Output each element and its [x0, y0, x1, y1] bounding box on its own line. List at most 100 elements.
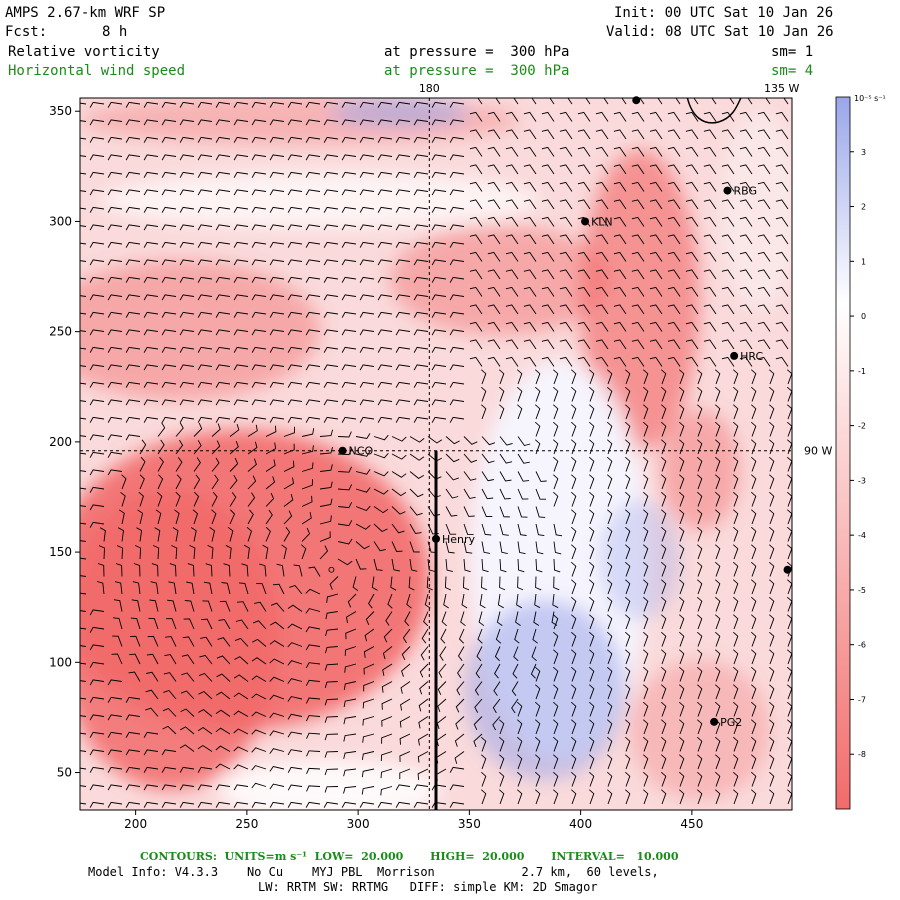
wind-barb [765, 98, 771, 105]
wind-barb [215, 241, 231, 248]
wind-barb [613, 216, 627, 227]
wind-barb [607, 561, 613, 577]
wind-barb [697, 719, 703, 735]
wind-barb [571, 474, 577, 490]
wind-barb [577, 111, 591, 122]
wind-barb [377, 346, 393, 353]
wind-barb [693, 98, 699, 105]
wind-barb [161, 154, 177, 161]
wind-barb [549, 98, 555, 105]
wind-barb [449, 381, 465, 388]
wind-barb [679, 474, 685, 490]
wind-barb [233, 206, 249, 213]
wind-barb [107, 784, 123, 791]
wind-barb [661, 789, 667, 805]
wind-barb [179, 399, 195, 406]
wind-barb [667, 286, 681, 297]
wind-barb [559, 251, 573, 262]
wind-barb [553, 456, 559, 472]
wind-barb [413, 171, 429, 178]
wind-barb [197, 381, 213, 388]
wind-barb [89, 801, 105, 808]
wind-barb [775, 146, 789, 157]
wind-barb [131, 599, 141, 612]
wind-barb [679, 649, 685, 665]
wind-barb [251, 747, 267, 753]
wind-barb [164, 654, 177, 665]
wind-barb [254, 601, 267, 612]
wind-barb [251, 765, 267, 771]
wind-barb [107, 101, 123, 108]
wind-barb [323, 206, 339, 213]
wind-barb [215, 784, 231, 791]
wind-barb [377, 329, 393, 336]
wind-barb [183, 618, 195, 630]
wind-barb [607, 684, 613, 700]
wind-barb [413, 224, 429, 231]
wind-barb [679, 614, 685, 630]
wind-barb [323, 241, 339, 248]
wind-barb [625, 509, 631, 525]
wind-barb [535, 386, 541, 402]
wind-barb [161, 136, 177, 143]
wind-barb [143, 224, 159, 231]
wind-barb [431, 399, 447, 406]
wind-barb [715, 631, 721, 647]
wind-barb [215, 259, 231, 266]
wind-barb [571, 421, 577, 437]
wind-barb [377, 311, 393, 318]
wind-barb [595, 181, 609, 192]
wind-barb [391, 436, 407, 442]
wind-barb [775, 181, 789, 192]
wind-barb [305, 119, 321, 126]
wind-barb [697, 544, 703, 560]
wind-barb [305, 715, 321, 722]
wind-barb [305, 154, 321, 161]
wind-barb [143, 119, 159, 126]
vorticity-blob [465, 600, 625, 780]
wind-barb [89, 294, 105, 301]
wind-barb [643, 614, 649, 630]
wind-barb [505, 286, 519, 297]
wind-barb [324, 751, 339, 758]
wind-barb [233, 710, 249, 717]
wind-barb [487, 111, 501, 122]
wind-barb [437, 681, 447, 695]
wind-barb [341, 171, 357, 178]
field2-name: Horizontal wind speed [8, 63, 186, 79]
wind-barb [517, 404, 523, 420]
wind-barb [381, 733, 393, 744]
wind-barb [145, 689, 159, 700]
wind-barb [377, 259, 393, 266]
wind-barb [431, 259, 447, 266]
wind-barb [535, 736, 541, 752]
wind-barb [589, 474, 595, 490]
wind-barb [445, 488, 459, 499]
wind-barb [364, 628, 375, 642]
wind-barb [125, 101, 141, 108]
wind-barb [80, 225, 87, 227]
wind-barb [265, 425, 277, 437]
wind-barb [107, 206, 123, 213]
wind-barb [421, 628, 429, 644]
wind-barb [125, 801, 141, 808]
wind-barb [89, 329, 105, 336]
wind-barb [395, 119, 411, 126]
wind-barb [287, 749, 303, 756]
wind-barb [325, 611, 339, 620]
field1-smoothing: sm= 1 [771, 44, 814, 60]
wind-barb [667, 129, 681, 140]
wind-barb [305, 662, 321, 669]
wind-barb [523, 181, 537, 192]
meridian-label: 180 [419, 82, 440, 95]
wind-barb [505, 216, 519, 227]
wind-barb [643, 404, 649, 420]
y-tick-label: 100 [49, 655, 72, 669]
wind-barb [703, 356, 717, 367]
wind-barb [125, 346, 141, 353]
wind-barb [523, 286, 537, 297]
wind-barb [197, 726, 213, 735]
wind-barb [323, 171, 339, 178]
wind-barb [269, 206, 285, 213]
wind-barb [233, 189, 249, 196]
